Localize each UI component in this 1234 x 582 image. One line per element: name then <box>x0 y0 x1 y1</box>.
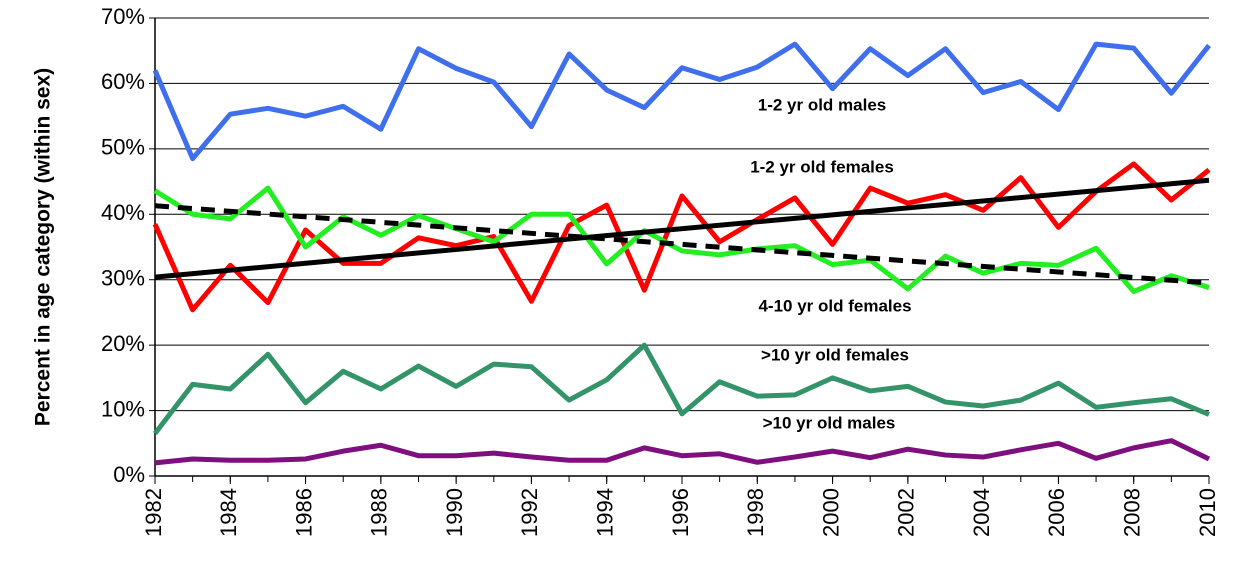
x-tick-label: 2010 <box>1195 488 1220 537</box>
trend-line <box>154 177 1210 280</box>
x-tick-label: 1996 <box>668 488 693 537</box>
series-line <box>153 185 1210 294</box>
x-tick-label: 1984 <box>216 488 241 537</box>
y-tick-label: 70% <box>101 4 145 29</box>
x-tick-label: 2002 <box>894 488 919 537</box>
series-line <box>154 438 1211 466</box>
x-tick-label: 1986 <box>291 488 316 537</box>
series-line <box>152 41 1211 162</box>
series-label: 4-10 yr old females <box>758 296 911 315</box>
x-tick-label: 1990 <box>442 488 467 537</box>
trend-line <box>154 203 1210 286</box>
series-label: 1-2 yr old males <box>758 95 887 114</box>
y-tick-label: 20% <box>101 331 145 356</box>
x-tick-label: 2008 <box>1120 488 1145 537</box>
x-tick-label: 1994 <box>593 488 618 537</box>
x-tick-label: 1992 <box>517 488 542 537</box>
y-tick-label: 30% <box>101 266 145 291</box>
y-tick-label: 60% <box>101 69 145 94</box>
x-tick-label: 2000 <box>818 488 843 537</box>
y-tick-label: 50% <box>101 135 145 160</box>
x-tick-label: 2006 <box>1044 488 1069 537</box>
series-line <box>152 161 1211 313</box>
x-tick-label: 1998 <box>743 488 768 537</box>
x-tick-label: 1988 <box>367 488 392 537</box>
series-label: >10 yr old males <box>763 413 896 432</box>
y-tick-label: 40% <box>101 200 145 225</box>
y-tick-label: 0% <box>113 462 145 487</box>
series-line <box>153 342 1210 435</box>
series-label: 1-2 yr old females <box>750 157 894 176</box>
y-tick-label: 10% <box>101 396 145 421</box>
x-tick-label: 1982 <box>141 488 166 537</box>
x-tick-label: 2004 <box>969 488 994 537</box>
series-label: >10 yr old females <box>761 345 909 364</box>
y-axis-label: Percent in age category (within sex) <box>32 68 55 426</box>
